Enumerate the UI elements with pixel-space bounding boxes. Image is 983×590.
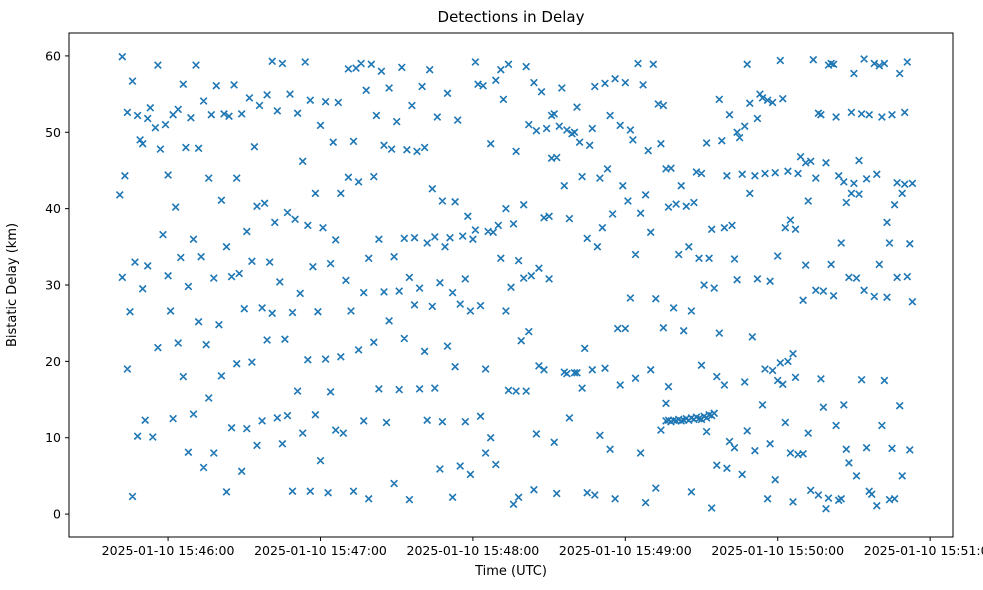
- y-tick-label: 60: [45, 48, 61, 63]
- y-tick-label: 40: [45, 201, 61, 216]
- x-tick-label: 2025-01-10 15:48:00: [407, 543, 540, 558]
- x-axis-label: Time (UTC): [474, 564, 547, 579]
- axes-spines: [68, 32, 954, 538]
- y-tick-label: 10: [45, 430, 61, 445]
- y-tick-label: 30: [45, 278, 61, 293]
- x-tick-label: 2025-01-10 15:49:00: [559, 543, 692, 558]
- plot-background: [69, 33, 953, 537]
- x-tick-label: 2025-01-10 15:50:00: [711, 543, 844, 558]
- x-tick-label: 2025-01-10 15:51:00: [864, 543, 983, 558]
- y-tick-label: 50: [45, 125, 61, 140]
- y-tick-label: 20: [45, 354, 61, 369]
- chart-title: Detections in Delay: [438, 8, 585, 26]
- y-tick-label: 0: [53, 507, 61, 522]
- axis-ticks: 2025-01-10 15:46:00 2025-01-10 15:47:00 20…: [45, 48, 983, 558]
- scatter-markers-layer: [115, 52, 917, 513]
- y-axis-label: Bistatic Delay (km): [5, 223, 20, 347]
- x-tick-label: 2025-01-10 15:47:00: [254, 543, 387, 558]
- x-tick-label: 2025-01-10 15:46:00: [102, 543, 235, 558]
- scatter-markers: [115, 52, 917, 513]
